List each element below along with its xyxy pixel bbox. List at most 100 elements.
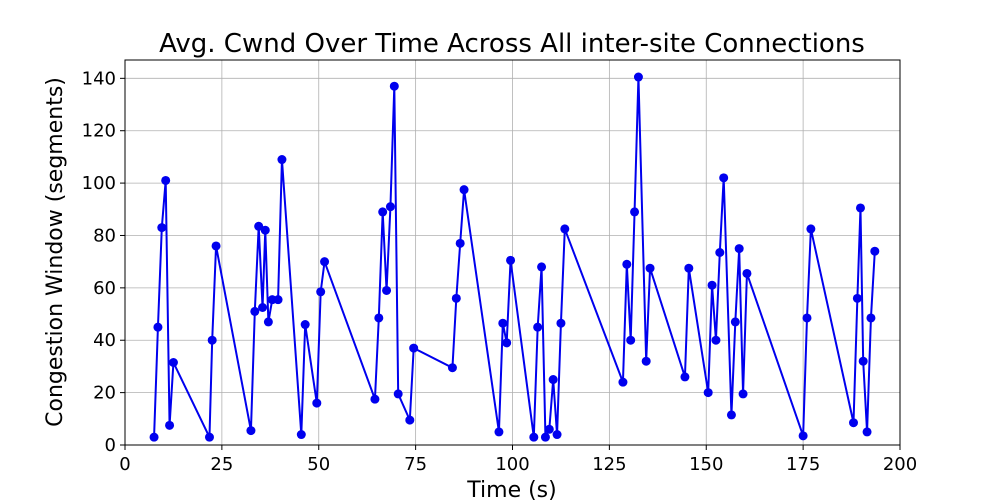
data-point: [622, 259, 632, 269]
y-tick-label: 60: [93, 278, 116, 299]
data-point: [246, 426, 256, 436]
x-tick-label: 50: [307, 454, 330, 475]
y-tick-label: 120: [82, 121, 116, 142]
data-point: [548, 375, 558, 385]
data-point: [389, 81, 399, 91]
data-point: [798, 431, 808, 441]
data-point: [806, 224, 816, 234]
data-point: [556, 318, 566, 328]
data-point: [852, 293, 862, 303]
data-point: [455, 238, 465, 248]
data-point: [296, 430, 306, 440]
data-point: [494, 427, 504, 437]
data-point: [250, 306, 260, 316]
data-point: [645, 263, 655, 273]
data-point: [258, 303, 268, 312]
data-point: [641, 356, 651, 366]
data-point: [165, 420, 175, 430]
data-point: [680, 372, 690, 382]
series-path: [153, 76, 876, 438]
data-point: [370, 394, 380, 404]
x-tick-label: 125: [592, 454, 626, 475]
data-point: [626, 335, 636, 345]
x-tick-label: 25: [210, 454, 233, 475]
data-point: [447, 363, 457, 373]
x-tick-label: 75: [404, 454, 427, 475]
data-point: [300, 320, 310, 330]
x-axis-label: Time (s): [466, 478, 556, 500]
y-tick-label: 0: [105, 435, 116, 456]
data-point: [506, 255, 516, 265]
data-point: [730, 317, 740, 327]
data-point: [707, 280, 717, 290]
data-point: [560, 224, 570, 234]
data-point: [409, 343, 419, 353]
grid: [124, 60, 901, 446]
data-point: [378, 207, 388, 217]
data-point: [540, 432, 550, 442]
data-point: [684, 263, 694, 273]
data-point: [858, 356, 868, 366]
data-point: [849, 418, 858, 428]
x-tick-label: 150: [689, 454, 723, 475]
x-tick-label: 175: [786, 454, 820, 475]
y-tick-label: 80: [93, 225, 116, 246]
data-point: [260, 225, 270, 235]
x-tick-label: 200: [883, 454, 917, 475]
data-point: [451, 293, 461, 303]
data-point: [719, 173, 729, 183]
data-point: [405, 415, 415, 425]
data-point: [149, 432, 159, 442]
data-point: [870, 246, 880, 256]
y-tick-label: 100: [82, 173, 116, 194]
data-point: [633, 72, 643, 82]
data-point: [316, 287, 326, 297]
data-point: [382, 285, 392, 295]
data-point: [726, 410, 736, 420]
data-point: [211, 241, 221, 251]
data-point: [742, 268, 752, 278]
data-point: [459, 185, 469, 195]
data-point: [168, 358, 178, 367]
chart-title: Avg. Cwnd Over Time Across All inter-sit…: [159, 29, 865, 59]
data-point: [537, 262, 547, 272]
data-point: [161, 175, 171, 185]
data-point: [738, 389, 748, 399]
data-point: [393, 389, 403, 399]
data-point: [157, 223, 167, 233]
data-point: [374, 313, 384, 323]
data-point: [533, 322, 543, 332]
y-axis-label: Congestion Window (segments): [43, 77, 68, 427]
data-point: [502, 338, 512, 348]
y-tick-label: 20: [93, 383, 116, 404]
data-point: [263, 317, 273, 327]
data-point: [273, 295, 283, 305]
data-point: [498, 318, 508, 328]
data-point: [862, 427, 872, 437]
data-point: [153, 322, 163, 332]
data-point: [552, 430, 562, 440]
x-tick-label: 0: [119, 454, 130, 475]
data-point: [529, 432, 539, 442]
data-point: [711, 335, 721, 345]
data-point: [204, 432, 214, 442]
data-point: [254, 221, 264, 231]
data-point: [385, 202, 395, 212]
data-point: [866, 313, 876, 323]
x-tick-label: 100: [495, 454, 529, 475]
y-tick-label: 140: [82, 68, 116, 89]
data-point: [207, 335, 217, 345]
data-point: [734, 244, 744, 254]
data-point: [802, 313, 812, 323]
y-tick-label: 40: [93, 330, 116, 351]
data-point: [320, 257, 330, 267]
data-point: [277, 155, 287, 165]
series-line: [149, 72, 880, 442]
data-point: [630, 207, 640, 217]
data-point: [312, 398, 322, 408]
data-point: [618, 377, 628, 387]
data-point: [544, 424, 554, 434]
x-axis: 0 25 50 75 100 125 150 175 200: [119, 445, 917, 475]
data-point: [703, 388, 713, 398]
